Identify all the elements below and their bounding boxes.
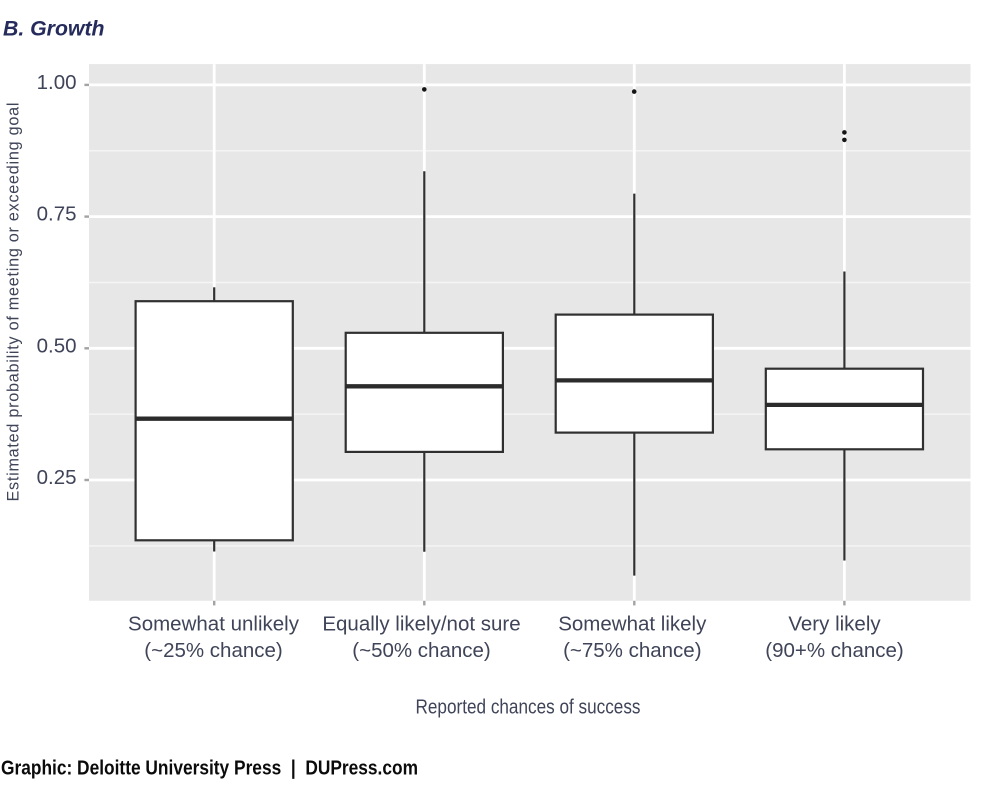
svg-text:Graphic: Deloitte University P: Graphic: Deloitte University Press | DUP… [1, 758, 418, 780]
svg-text:Somewhat likely: Somewhat likely [558, 613, 707, 636]
svg-text:(90+% chance): (90+% chance) [765, 639, 903, 662]
svg-text:(~50% chance): (~50% chance) [352, 639, 490, 662]
svg-text:Estimated probability of meeti: Estimated probability of meeting or exce… [4, 103, 22, 502]
svg-text:Equally likely/not sure: Equally likely/not sure [322, 613, 520, 636]
svg-text:Somewhat unlikely: Somewhat unlikely [128, 613, 300, 636]
svg-text:(~25% chance): (~25% chance) [144, 639, 282, 662]
svg-text:Very likely: Very likely [788, 613, 881, 636]
svg-text:0.50: 0.50 [37, 334, 77, 357]
svg-text:1.00: 1.00 [37, 71, 77, 94]
svg-text:B. Growth: B. Growth [3, 18, 104, 41]
svg-text:(~75% chance): (~75% chance) [563, 639, 701, 662]
svg-text:Reported chances of success: Reported chances of success [416, 695, 641, 718]
svg-text:0.25: 0.25 [37, 466, 77, 489]
svg-text:0.75: 0.75 [37, 203, 77, 226]
